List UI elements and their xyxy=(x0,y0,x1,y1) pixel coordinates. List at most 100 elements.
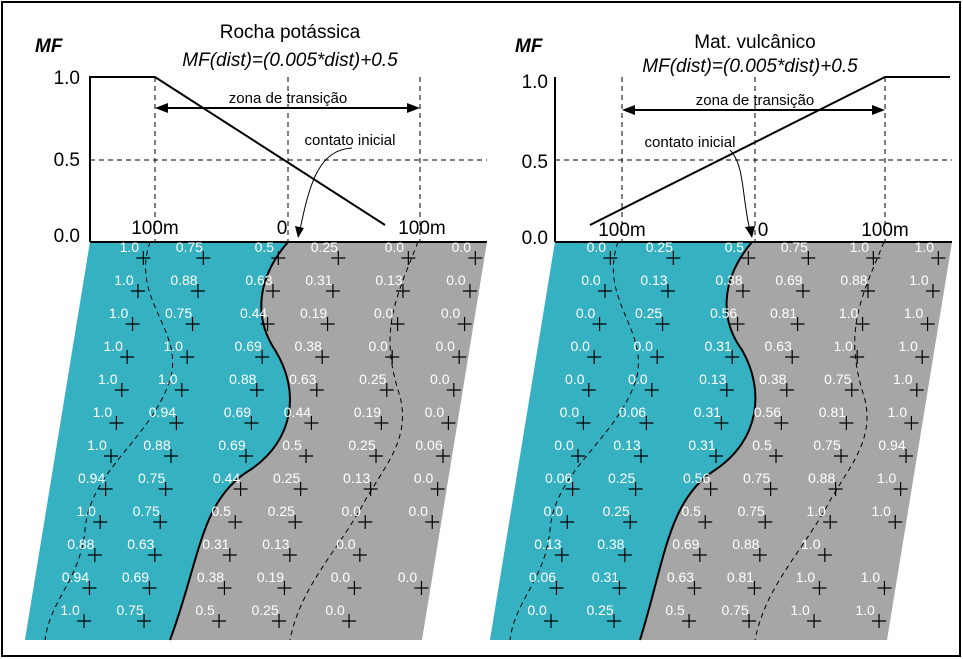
grid-value: 0.0 xyxy=(581,272,601,288)
grid-value: 0.69 xyxy=(672,536,699,552)
title: Mat. vulcânico xyxy=(694,32,815,53)
grid-value: 0.94 xyxy=(62,569,89,585)
grid-value: 0.5 xyxy=(725,239,745,255)
grid-value: 1.0 xyxy=(806,503,826,519)
grid-value: 0.0 xyxy=(554,437,574,453)
grid-value: 0.88 xyxy=(732,536,759,552)
grid-value: 1.0 xyxy=(796,569,816,585)
grid-value: 0.06 xyxy=(529,569,556,585)
grid-value: 0.25 xyxy=(348,437,375,453)
grid-value: 0.25 xyxy=(608,470,635,486)
zone-label: zona de transição xyxy=(229,90,347,107)
grid-value: 0.0 xyxy=(385,239,405,255)
grid-value: 1.0 xyxy=(109,305,129,321)
grid-value: 0.0 xyxy=(408,503,428,519)
grid-value: 0.44 xyxy=(213,470,240,486)
grid-value: 0.63 xyxy=(127,536,154,552)
y-label: 0.5 xyxy=(522,152,548,173)
grid-value: 0.69 xyxy=(218,437,245,453)
grid-value: 0.69 xyxy=(122,569,149,585)
grid-value: 1.0 xyxy=(898,338,918,354)
grid-value: 0.25 xyxy=(311,239,338,255)
grid-value: 0.25 xyxy=(603,503,630,519)
grid-value: 0.75 xyxy=(165,305,192,321)
grid-value: 0.31 xyxy=(688,437,715,453)
grid-value: 1.0 xyxy=(833,338,853,354)
grid-value: 1.0 xyxy=(893,371,913,387)
grid-value: 1.0 xyxy=(790,602,810,618)
grid-value: 0.94 xyxy=(149,404,176,420)
grid-value: 0.44 xyxy=(240,305,267,321)
grid-value: 0.0 xyxy=(341,503,361,519)
formula: MF(dist)=(0.005*dist)+0.5 xyxy=(182,50,398,71)
grid-value: 0.13 xyxy=(534,536,561,552)
grid-value: 0.0 xyxy=(452,239,472,255)
grid-value: 1.0 xyxy=(915,239,935,255)
grid-value: 0.38 xyxy=(597,536,624,552)
grid-value: 1.0 xyxy=(87,437,107,453)
grid-value: 0.0 xyxy=(441,305,461,321)
grid-value: 0.75 xyxy=(743,470,770,486)
grid-value: 0.75 xyxy=(813,437,840,453)
grid-value: 0.0 xyxy=(628,371,648,387)
grid-value: 0.0 xyxy=(336,536,356,552)
grid-value: 0.88 xyxy=(229,371,256,387)
title: Rocha potássica xyxy=(220,22,361,43)
grid-value: 0.88 xyxy=(67,536,94,552)
grid-value: 1.0 xyxy=(850,239,870,255)
grid-value: 0.25 xyxy=(273,470,300,486)
grid-value: 0.5 xyxy=(665,602,685,618)
grid-value: 0.75 xyxy=(176,239,203,255)
x-label: 100m xyxy=(598,220,646,241)
grid-value: 0.5 xyxy=(195,602,215,618)
grid-value: 1.0 xyxy=(60,602,80,618)
grid-value: 1.0 xyxy=(163,338,183,354)
grid-value: 1.0 xyxy=(855,602,875,618)
grid-value: 0.63 xyxy=(667,569,694,585)
grid-value: 0.0 xyxy=(527,602,547,618)
grid-value: 1.0 xyxy=(120,239,140,255)
grid-value: 1.0 xyxy=(861,569,881,585)
grid-value: 0.31 xyxy=(705,338,732,354)
grid-value: 0.31 xyxy=(694,404,721,420)
grid-value: 0.94 xyxy=(78,470,105,486)
x-label: 0 xyxy=(758,220,769,241)
contact-label: contato inicial xyxy=(645,134,736,151)
grid-value: 0.5 xyxy=(282,437,302,453)
grid-value: 0.31 xyxy=(202,536,229,552)
grid-value: 0.0 xyxy=(425,404,445,420)
grid-value: 0.5 xyxy=(681,503,701,519)
grid-value: 1.0 xyxy=(158,371,178,387)
grid-value: 0.75 xyxy=(824,371,851,387)
formula: MF(dist)=(0.005*dist)+0.5 xyxy=(642,56,858,77)
grid-value: 0.94 xyxy=(878,437,905,453)
grid-value: 1.0 xyxy=(839,305,859,321)
axis-label: MF xyxy=(515,36,544,57)
grid-value: 0.13 xyxy=(375,272,402,288)
grid-value: 0.13 xyxy=(262,536,289,552)
grid-value: 0.19 xyxy=(300,305,327,321)
grid-value: 0.56 xyxy=(754,404,781,420)
grid-value: 1.0 xyxy=(871,503,891,519)
grid-value: 0.0 xyxy=(430,371,450,387)
grid-value: 0.25 xyxy=(251,602,278,618)
grid-value: 0.75 xyxy=(138,470,165,486)
grid-value: 0.88 xyxy=(143,437,170,453)
grid-value: 0.75 xyxy=(116,602,143,618)
grid-value: 1.0 xyxy=(904,305,924,321)
y-label: 0.0 xyxy=(522,228,548,249)
grid-value: 0.0 xyxy=(633,338,653,354)
grid-value: 0.0 xyxy=(576,305,596,321)
grid-value: 0.06 xyxy=(415,437,442,453)
x-label: 0 xyxy=(277,218,288,239)
grid-value: 0.81 xyxy=(819,404,846,420)
grid-value: 0.0 xyxy=(374,305,394,321)
grid-value: 0.44 xyxy=(284,404,311,420)
grid-value: 0.63 xyxy=(765,338,792,354)
grid-value: 0.75 xyxy=(721,602,748,618)
grid-value: 0.75 xyxy=(781,239,808,255)
grid-value: 0.13 xyxy=(699,371,726,387)
grid-value: 0.81 xyxy=(770,305,797,321)
grid-value: 0.25 xyxy=(268,503,295,519)
grid-value: 0.25 xyxy=(646,239,673,255)
